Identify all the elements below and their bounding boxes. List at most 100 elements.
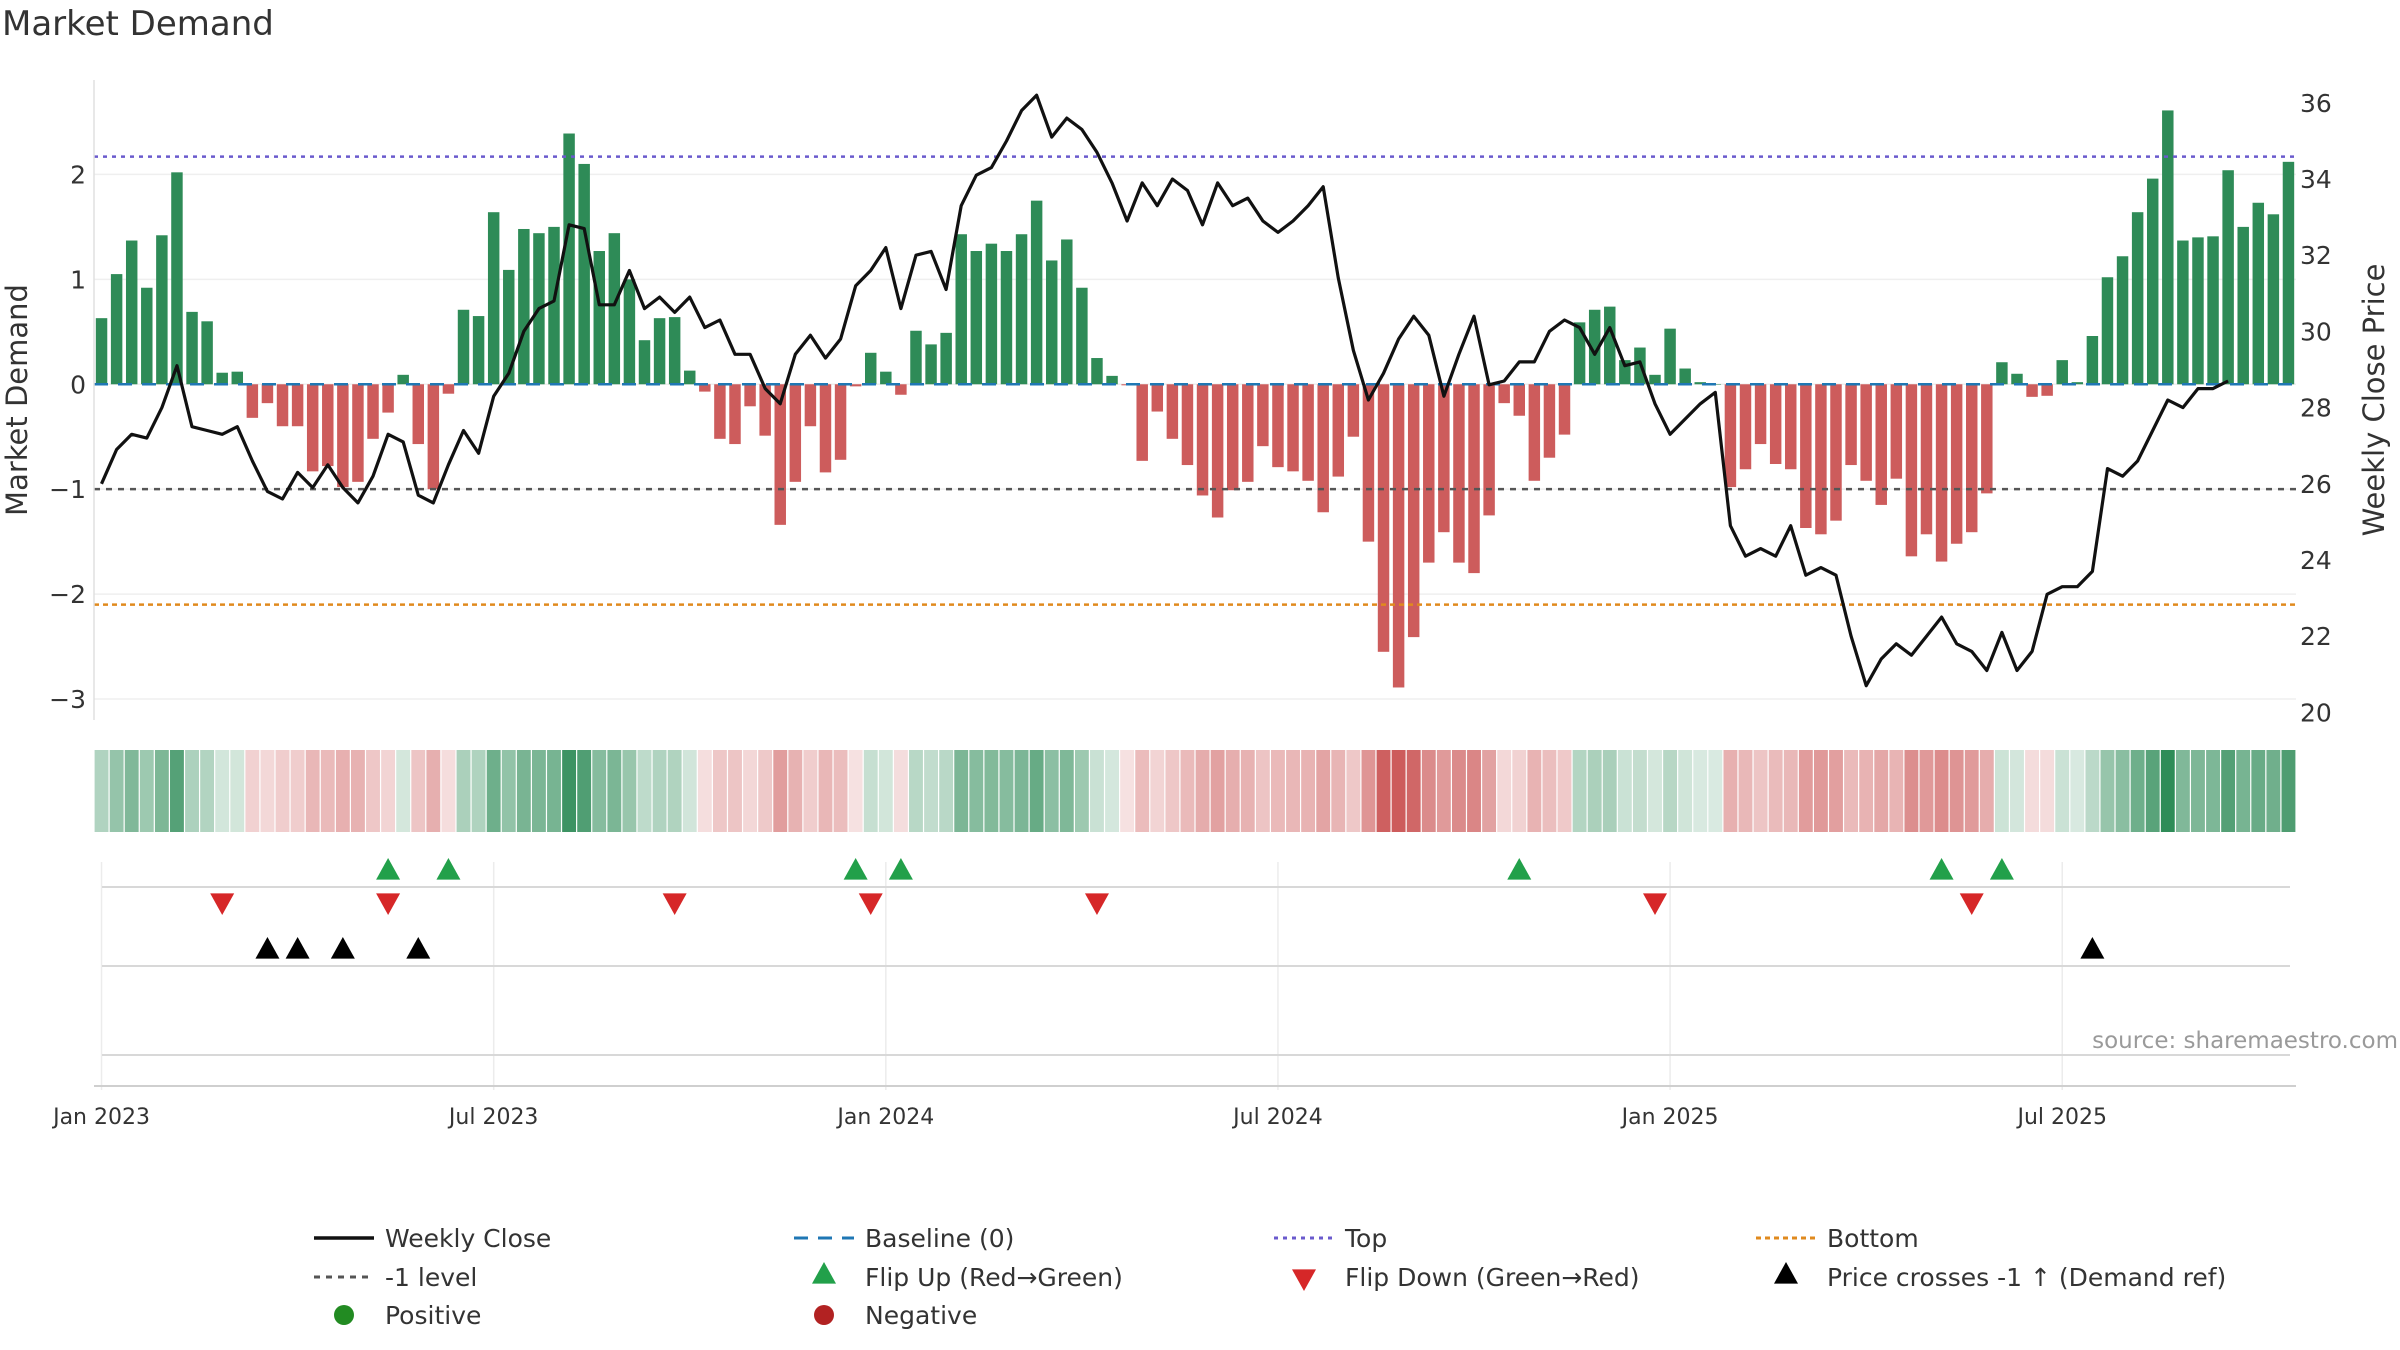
right-tick-label: 22 xyxy=(2300,622,2332,651)
heat-cell xyxy=(320,750,335,832)
heat-cell xyxy=(1135,750,1150,832)
chart-title: Market Demand xyxy=(2,4,274,44)
demand-bar xyxy=(849,384,862,387)
heat-cell xyxy=(2085,750,2100,832)
heat-cell xyxy=(366,750,380,832)
demand-bar xyxy=(141,287,153,385)
heat-cell xyxy=(350,750,365,832)
demand-bar xyxy=(1377,384,1390,652)
heat-cell xyxy=(1482,750,1497,832)
demand-bar xyxy=(427,384,440,490)
demand-bar xyxy=(865,352,877,385)
right-tick-label: 26 xyxy=(2300,470,2332,499)
heat-cell xyxy=(2040,750,2055,832)
legend-weekly-close-label: Weekly Close xyxy=(385,1224,551,1253)
demand-bar xyxy=(1407,384,1420,638)
demand-bar xyxy=(2086,336,2099,385)
heat-cell xyxy=(2115,750,2130,832)
heat-cell xyxy=(712,750,727,832)
heat-cell xyxy=(1301,750,1316,832)
demand-bar xyxy=(186,311,198,385)
right-tick-label: 20 xyxy=(2300,698,2332,727)
demand-bar xyxy=(593,251,605,385)
demand-bar xyxy=(1166,384,1179,439)
heat-cell xyxy=(1150,750,1165,832)
demand-bar xyxy=(442,384,455,394)
heat-cell xyxy=(215,750,230,832)
heat-cell xyxy=(833,750,848,832)
heat-cell xyxy=(1557,750,1572,832)
demand-bar xyxy=(156,235,168,385)
demand-bar xyxy=(110,274,123,385)
legend-top-label: Top xyxy=(1344,1224,1387,1253)
heat-cell xyxy=(1632,750,1647,832)
heat-cell xyxy=(1271,750,1285,832)
demand-bar xyxy=(457,309,470,385)
demand-bar xyxy=(1332,384,1345,477)
demand-bar xyxy=(1558,384,1571,435)
demand-bar xyxy=(548,226,560,385)
heat-cell xyxy=(1512,750,1527,832)
demand-bar xyxy=(1453,384,1465,563)
heat-cell xyxy=(577,750,592,832)
flip-down-marker xyxy=(662,893,687,915)
demand-bar xyxy=(1181,384,1194,466)
heat-cell xyxy=(1316,750,1331,832)
demand-bar xyxy=(1679,368,1691,385)
left-tick-label: −2 xyxy=(49,580,86,609)
demand-bar xyxy=(1800,384,1812,528)
demand-bar xyxy=(2026,384,2038,397)
heat-cell xyxy=(2206,750,2220,832)
left-axis-label: Market Demand xyxy=(0,284,34,516)
heat-cell xyxy=(245,750,260,832)
demand-bar xyxy=(563,133,575,385)
heat-cell xyxy=(788,750,803,832)
heat-cell xyxy=(682,750,697,832)
heat-cell xyxy=(1436,750,1451,832)
heat-cell xyxy=(2145,750,2160,832)
heat-cell xyxy=(2266,750,2281,832)
heat-cell xyxy=(290,750,305,832)
heat-cell xyxy=(622,750,637,832)
legend-negative-dot xyxy=(814,1305,834,1325)
heat-cell xyxy=(1451,750,1466,832)
heat-cell xyxy=(501,750,516,832)
demand-bar xyxy=(352,384,364,482)
demand-bar xyxy=(2041,384,2053,396)
demand-bar xyxy=(2237,226,2249,385)
heat-cell xyxy=(1693,750,1708,832)
heat-cell xyxy=(1874,750,1889,832)
x-tick-label: Jan 2023 xyxy=(51,1105,150,1130)
demand-bar xyxy=(1438,384,1450,533)
demand-bar xyxy=(2146,178,2159,385)
heat-cell xyxy=(441,750,456,832)
demand-bar xyxy=(1257,384,1269,447)
heat-cell xyxy=(954,750,969,832)
heat-cell xyxy=(94,750,109,832)
demand-bar xyxy=(2162,110,2174,385)
heat-cell xyxy=(1120,750,1135,832)
right-tick-label: 32 xyxy=(2300,241,2332,270)
heat-cell xyxy=(2281,750,2296,832)
flip-up-marker xyxy=(1989,858,2014,880)
demand-bar xyxy=(472,316,485,385)
heat-cell xyxy=(185,750,199,832)
heat-cell xyxy=(863,750,878,832)
heat-cell xyxy=(1286,750,1300,832)
demand-bar xyxy=(940,332,952,385)
demand-bar xyxy=(1649,374,1661,385)
legend-flip-down-label: Flip Down (Green→Red) xyxy=(1345,1263,1640,1292)
demand-bar xyxy=(1966,384,1978,533)
legend-positive-label: Positive xyxy=(385,1301,481,1330)
heat-cell xyxy=(1678,750,1693,832)
demand-bar xyxy=(910,330,922,385)
heat-cell xyxy=(1934,750,1949,832)
flip-down-marker xyxy=(858,893,883,915)
demand-bar xyxy=(2056,360,2068,385)
heat-cell xyxy=(1738,750,1753,832)
demand-bar xyxy=(1905,384,1918,557)
heat-cell xyxy=(803,750,818,832)
price-cross-marker xyxy=(406,937,431,959)
legend: Weekly Close Baseline (0) Top Bottom -1 leve… xyxy=(314,1224,2226,1330)
